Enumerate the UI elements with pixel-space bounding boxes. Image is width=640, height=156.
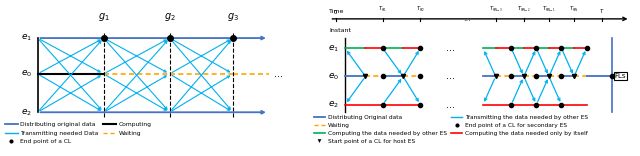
Legend: Distributing original data, Transmitting needed Data, End point of a CL, Computi: Distributing original data, Transmitting… <box>4 122 152 144</box>
Text: $T_{g_1}$: $T_{g_1}$ <box>378 5 387 15</box>
Text: ...: ... <box>463 14 471 23</box>
Text: $e_0$: $e_0$ <box>328 71 339 82</box>
Text: $g_3$: $g_3$ <box>227 11 239 23</box>
Text: $e_1$: $e_1$ <box>328 43 339 54</box>
Text: Instant: Instant <box>330 28 351 33</box>
Text: ...: ... <box>275 69 284 79</box>
Text: $g_2$: $g_2$ <box>164 11 175 23</box>
Text: ...: ... <box>445 71 454 81</box>
Text: $g_1$: $g_1$ <box>98 11 109 23</box>
Text: FLs: FLs <box>615 73 627 79</box>
Text: 0: 0 <box>334 10 337 15</box>
Text: $e_1$: $e_1$ <box>21 33 32 43</box>
Legend: Distributing Original data, Waiting, Computing the data needed by other ES, Star: Distributing Original data, Waiting, Com… <box>314 115 588 144</box>
Text: $e_2$: $e_2$ <box>21 107 32 117</box>
Text: Time: Time <box>330 9 345 14</box>
Text: $T_{g_{N-2}}$: $T_{g_{N-2}}$ <box>517 5 531 15</box>
Text: $e_0$: $e_0$ <box>21 69 32 79</box>
Text: $T_{g_{N-3}}$: $T_{g_{N-3}}$ <box>488 5 502 15</box>
Text: ...: ... <box>445 100 454 110</box>
Text: ...: ... <box>445 43 454 53</box>
Text: $T_{g_N}$: $T_{g_N}$ <box>570 5 579 15</box>
Text: $T_{g_{N-1}}$: $T_{g_{N-1}}$ <box>542 5 556 15</box>
Text: $T$: $T$ <box>600 7 605 15</box>
Text: $e_2$: $e_2$ <box>328 99 339 110</box>
Text: $T_{g_2}$: $T_{g_2}$ <box>416 5 425 15</box>
